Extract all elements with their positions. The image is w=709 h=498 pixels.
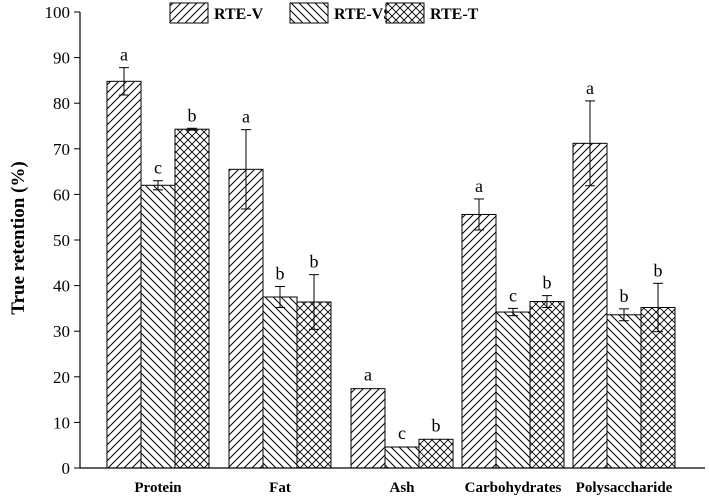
y-axis-ticks: 0 10 20 30 40 50 60 70 80 90 100	[45, 3, 80, 478]
y-tick-label: 30	[53, 322, 70, 341]
legend-label: RTE-V	[214, 6, 264, 23]
significance-label: b	[276, 264, 285, 284]
legend-swatch-rte-t	[385, 2, 425, 24]
bar-rte-v-polysaccharide	[572, 142, 608, 469]
category-label: Ash	[389, 480, 415, 496]
significance-label: b	[654, 260, 663, 280]
bar-rte-vs-polysaccharide	[606, 314, 642, 469]
bar-rte-v-protein	[106, 80, 142, 469]
y-tick-label: 100	[45, 3, 71, 22]
category-label: Polysaccharide	[576, 480, 673, 496]
bar-rte-vs-protein	[140, 184, 176, 469]
y-tick-label: 10	[53, 413, 70, 432]
y-tick-label: 80	[53, 94, 70, 113]
legend-swatch-rte-vs	[289, 2, 329, 24]
category-label: Protein	[134, 480, 182, 496]
significance-label: b	[432, 415, 441, 435]
bar-rte-t-ash	[418, 438, 454, 469]
significance-label: a	[475, 176, 483, 196]
bar-rte-t-carbohydrates	[529, 301, 565, 469]
significance-label: c	[398, 423, 406, 443]
y-axis-title: True retention (%)	[8, 161, 29, 314]
significance-label: a	[242, 107, 250, 127]
significance-label: a	[364, 365, 372, 385]
y-tick-label: 70	[53, 140, 70, 159]
significance-label: b	[310, 252, 319, 272]
bar-rte-t-protein	[174, 128, 210, 469]
significance-label: b	[188, 105, 197, 125]
significance-label: a	[586, 78, 594, 98]
bar-groups: a c b a b b a c b a c b a b b	[106, 45, 676, 469]
y-tick-label: 0	[62, 459, 71, 478]
y-tick-label: 40	[53, 277, 70, 296]
significance-label: b	[543, 273, 552, 293]
category-label: Carbohydrates	[465, 480, 562, 496]
y-tick-label: 50	[53, 231, 70, 250]
legend-label: RTE-T	[430, 6, 479, 23]
category-label: Fat	[269, 480, 291, 496]
bar-rte-vs-ash	[384, 446, 420, 469]
bar-rte-v-carbohydrates	[461, 213, 497, 469]
y-tick-label: 20	[53, 368, 70, 387]
category-labels: Protein Fat Ash Carbohydrates Polysaccharide	[134, 480, 672, 496]
legend-swatch-rte-v	[169, 2, 209, 24]
significance-label: c	[154, 158, 162, 178]
y-tick-label: 60	[53, 185, 70, 204]
y-tick-label: 90	[53, 49, 70, 68]
legend-label: RTE-VS	[334, 6, 392, 23]
bar-rte-vs-carbohydrates	[495, 311, 531, 469]
bar-rte-vs-fat	[262, 296, 298, 469]
significance-label: b	[620, 286, 629, 306]
bar-rte-v-ash	[350, 388, 386, 469]
bar-rte-v-fat	[228, 168, 264, 469]
significance-label: c	[509, 285, 517, 305]
legend: RTE-V RTE-VS RTE-T	[169, 2, 479, 24]
significance-label: a	[120, 45, 128, 65]
